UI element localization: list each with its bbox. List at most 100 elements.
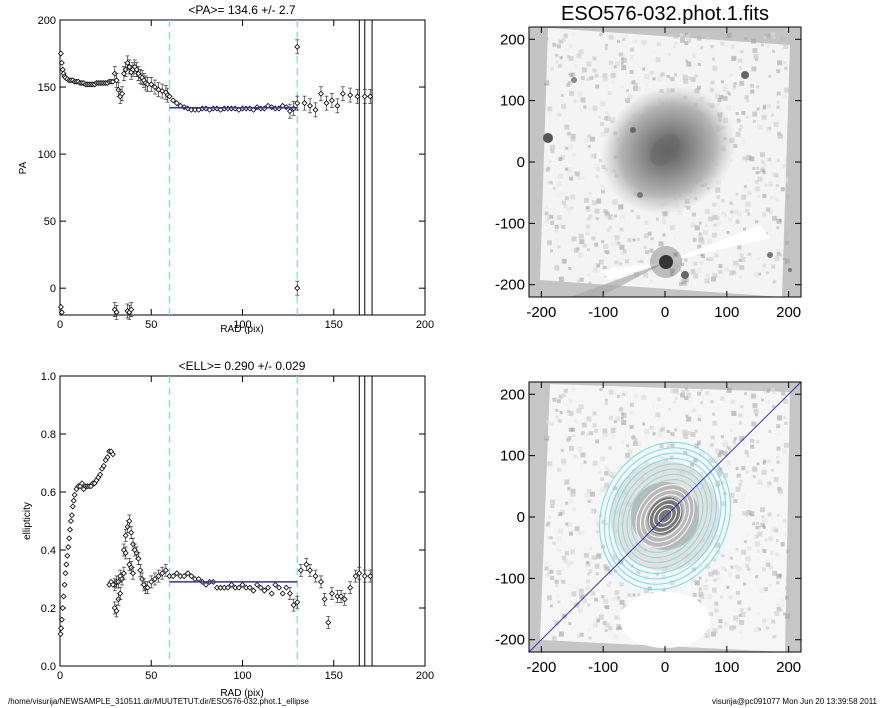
ellipticity-data-point [239, 581, 246, 588]
ellipticity-data-point [60, 593, 67, 600]
ellipticity-data-point [104, 454, 111, 461]
ellipticity-data-point [181, 573, 188, 580]
pa-ytick-label: 100 [38, 149, 56, 161]
ellipticity-data-point [128, 529, 135, 536]
ellipticity-data-point [113, 607, 120, 614]
ellipticity-data-point [71, 491, 78, 498]
ellipticity-data-point [59, 605, 66, 611]
ellipticity-data-point [63, 561, 70, 568]
ellipticity-data-point [184, 570, 191, 577]
galaxy-image-ytick-label: 0 [517, 154, 525, 171]
ellipticity-data-point [367, 573, 374, 580]
pa-ytick-label: 200 [38, 15, 56, 27]
ellipticity-data-point [58, 625, 65, 632]
fit-ellipse [622, 468, 708, 564]
ellipticity-data-point [67, 518, 74, 524]
ellipticity-plot-marks [57, 376, 374, 666]
fit-ellipse [617, 463, 713, 569]
ellipticity-data-point [170, 573, 177, 580]
ellipticity-ytick-label: 0.4 [41, 545, 56, 557]
ellipticity-data-point [297, 567, 304, 574]
pa-data-point [58, 59, 65, 66]
pa-data-point [170, 97, 177, 104]
pa-data-point [323, 100, 330, 107]
pa-plot-frame [59, 19, 426, 316]
footer-path: /home/visurija/NEWSAMPLE_310511.dir/MUUT… [8, 697, 309, 706]
ellipticity-data-point [321, 596, 328, 603]
ellipticity-data-point [224, 584, 231, 591]
ellipticity-data-point [137, 567, 144, 574]
ellipticity-data-point [126, 518, 133, 524]
galaxy-image-ytick-label: 100 [500, 93, 525, 110]
ellipticity-data-point [347, 584, 354, 591]
ellipticity-data-point [361, 573, 368, 580]
galaxy-image-panel: ESO576-032.phot.1.fits -200 -100 0 100 200-2… [495, 3, 802, 321]
pa-plot-title: <PA>= 134.6 +/- 2.7 [188, 3, 296, 17]
ellipticity-plot-title: <ELL>= 0.290 +/- 0.029 [179, 359, 306, 373]
ellipticity-data-point [307, 567, 313, 574]
ellipticity-ytick-label: 0.6 [41, 487, 56, 499]
pa-data-point [261, 105, 268, 112]
ellipticity-plot: <ELL>= 0.290 +/- 0.029 RAD (pix) ellipti… [22, 359, 434, 699]
pa-data-point [334, 102, 341, 109]
ellipticity-ytick-label: 1.0 [41, 371, 56, 383]
pa-data-point [173, 100, 180, 107]
ellipticity-data-point [122, 549, 129, 556]
pa-data-point [294, 285, 301, 292]
footer-stamp: visurija@pc091077 Mon Jun 20 13:39:58 20… [712, 697, 877, 706]
ellipticity-data-point [257, 584, 264, 591]
ellipticity-data-point [203, 581, 209, 588]
ellipticity-xtick-label: 50 [145, 670, 157, 682]
ellipse-fit-ytick-label: 100 [500, 448, 525, 465]
pa-data-point [159, 88, 166, 95]
ellipticity-data-point [279, 590, 286, 597]
position-angle-line [529, 382, 801, 652]
ellipticity-plot-xlabel: RAD (pix) [220, 688, 263, 699]
ellipticity-data-point [97, 471, 104, 478]
pa-data-point [294, 100, 301, 107]
pa-data-point [312, 106, 319, 113]
ellipticity-data-point [109, 581, 116, 588]
ellipticity-ytick-label: 0.8 [41, 429, 56, 441]
ellipticity-data-point [228, 581, 235, 588]
ellipse-fit-ticks: -200 -100 0 100 200 -200 -100 0 100 200 [495, 382, 801, 676]
galaxy-image-ytick-label: -200 [495, 277, 525, 294]
ellipticity-data-point [294, 599, 301, 606]
ellipticity-data-point [328, 590, 335, 597]
ellipticity-xtick-label: 200 [416, 670, 434, 682]
ellipticity-data-point [61, 581, 68, 588]
ellipse-fit-xtick-label: 100 [714, 659, 739, 676]
pa-data-point [339, 90, 346, 97]
ellipticity-data-point [67, 526, 74, 533]
ellipticity-ytick-label: 0.0 [41, 661, 56, 673]
ellipticity-data-point [283, 584, 290, 591]
ellipticity-data-point [246, 584, 253, 591]
fit-ellipse [599, 441, 731, 591]
pa-data-point [151, 84, 158, 91]
ellipticity-data-point [352, 573, 359, 580]
ellipticity-data-point [162, 567, 169, 574]
pa-data-point [294, 43, 301, 50]
galaxy-image-xtick-label: -100 [588, 304, 618, 321]
ellipticity-data-point [290, 602, 297, 609]
ellipticity-xtick-label: 100 [233, 670, 251, 682]
fit-ellipse [639, 489, 691, 543]
ellipticity-data-point [58, 616, 65, 623]
ellipticity-data-point [70, 497, 77, 504]
pa-plot-xlabel: RAD (pix) [220, 324, 263, 335]
pa-data-point [57, 303, 64, 310]
fit-ellipse [631, 479, 699, 553]
pa-data-point [166, 93, 173, 100]
ellipticity-data-point [276, 584, 282, 591]
ellipticity-data-point [78, 480, 85, 487]
ellipticity-data-point [254, 581, 261, 588]
ellipse-fit-ytick-label: 200 [500, 386, 525, 403]
ellipticity-data-point [235, 584, 242, 591]
pa-ytick-label: 50 [44, 216, 56, 228]
ellipse-fit-ytick-label: 0 [517, 509, 525, 526]
ellipse-fit-xtick-label: -200 [526, 659, 556, 676]
ellipticity-data-point [195, 576, 202, 582]
ellipticity-data-point [155, 573, 162, 580]
ellipticity-data-point [356, 570, 363, 577]
pa-xtick-label: 200 [416, 319, 434, 331]
